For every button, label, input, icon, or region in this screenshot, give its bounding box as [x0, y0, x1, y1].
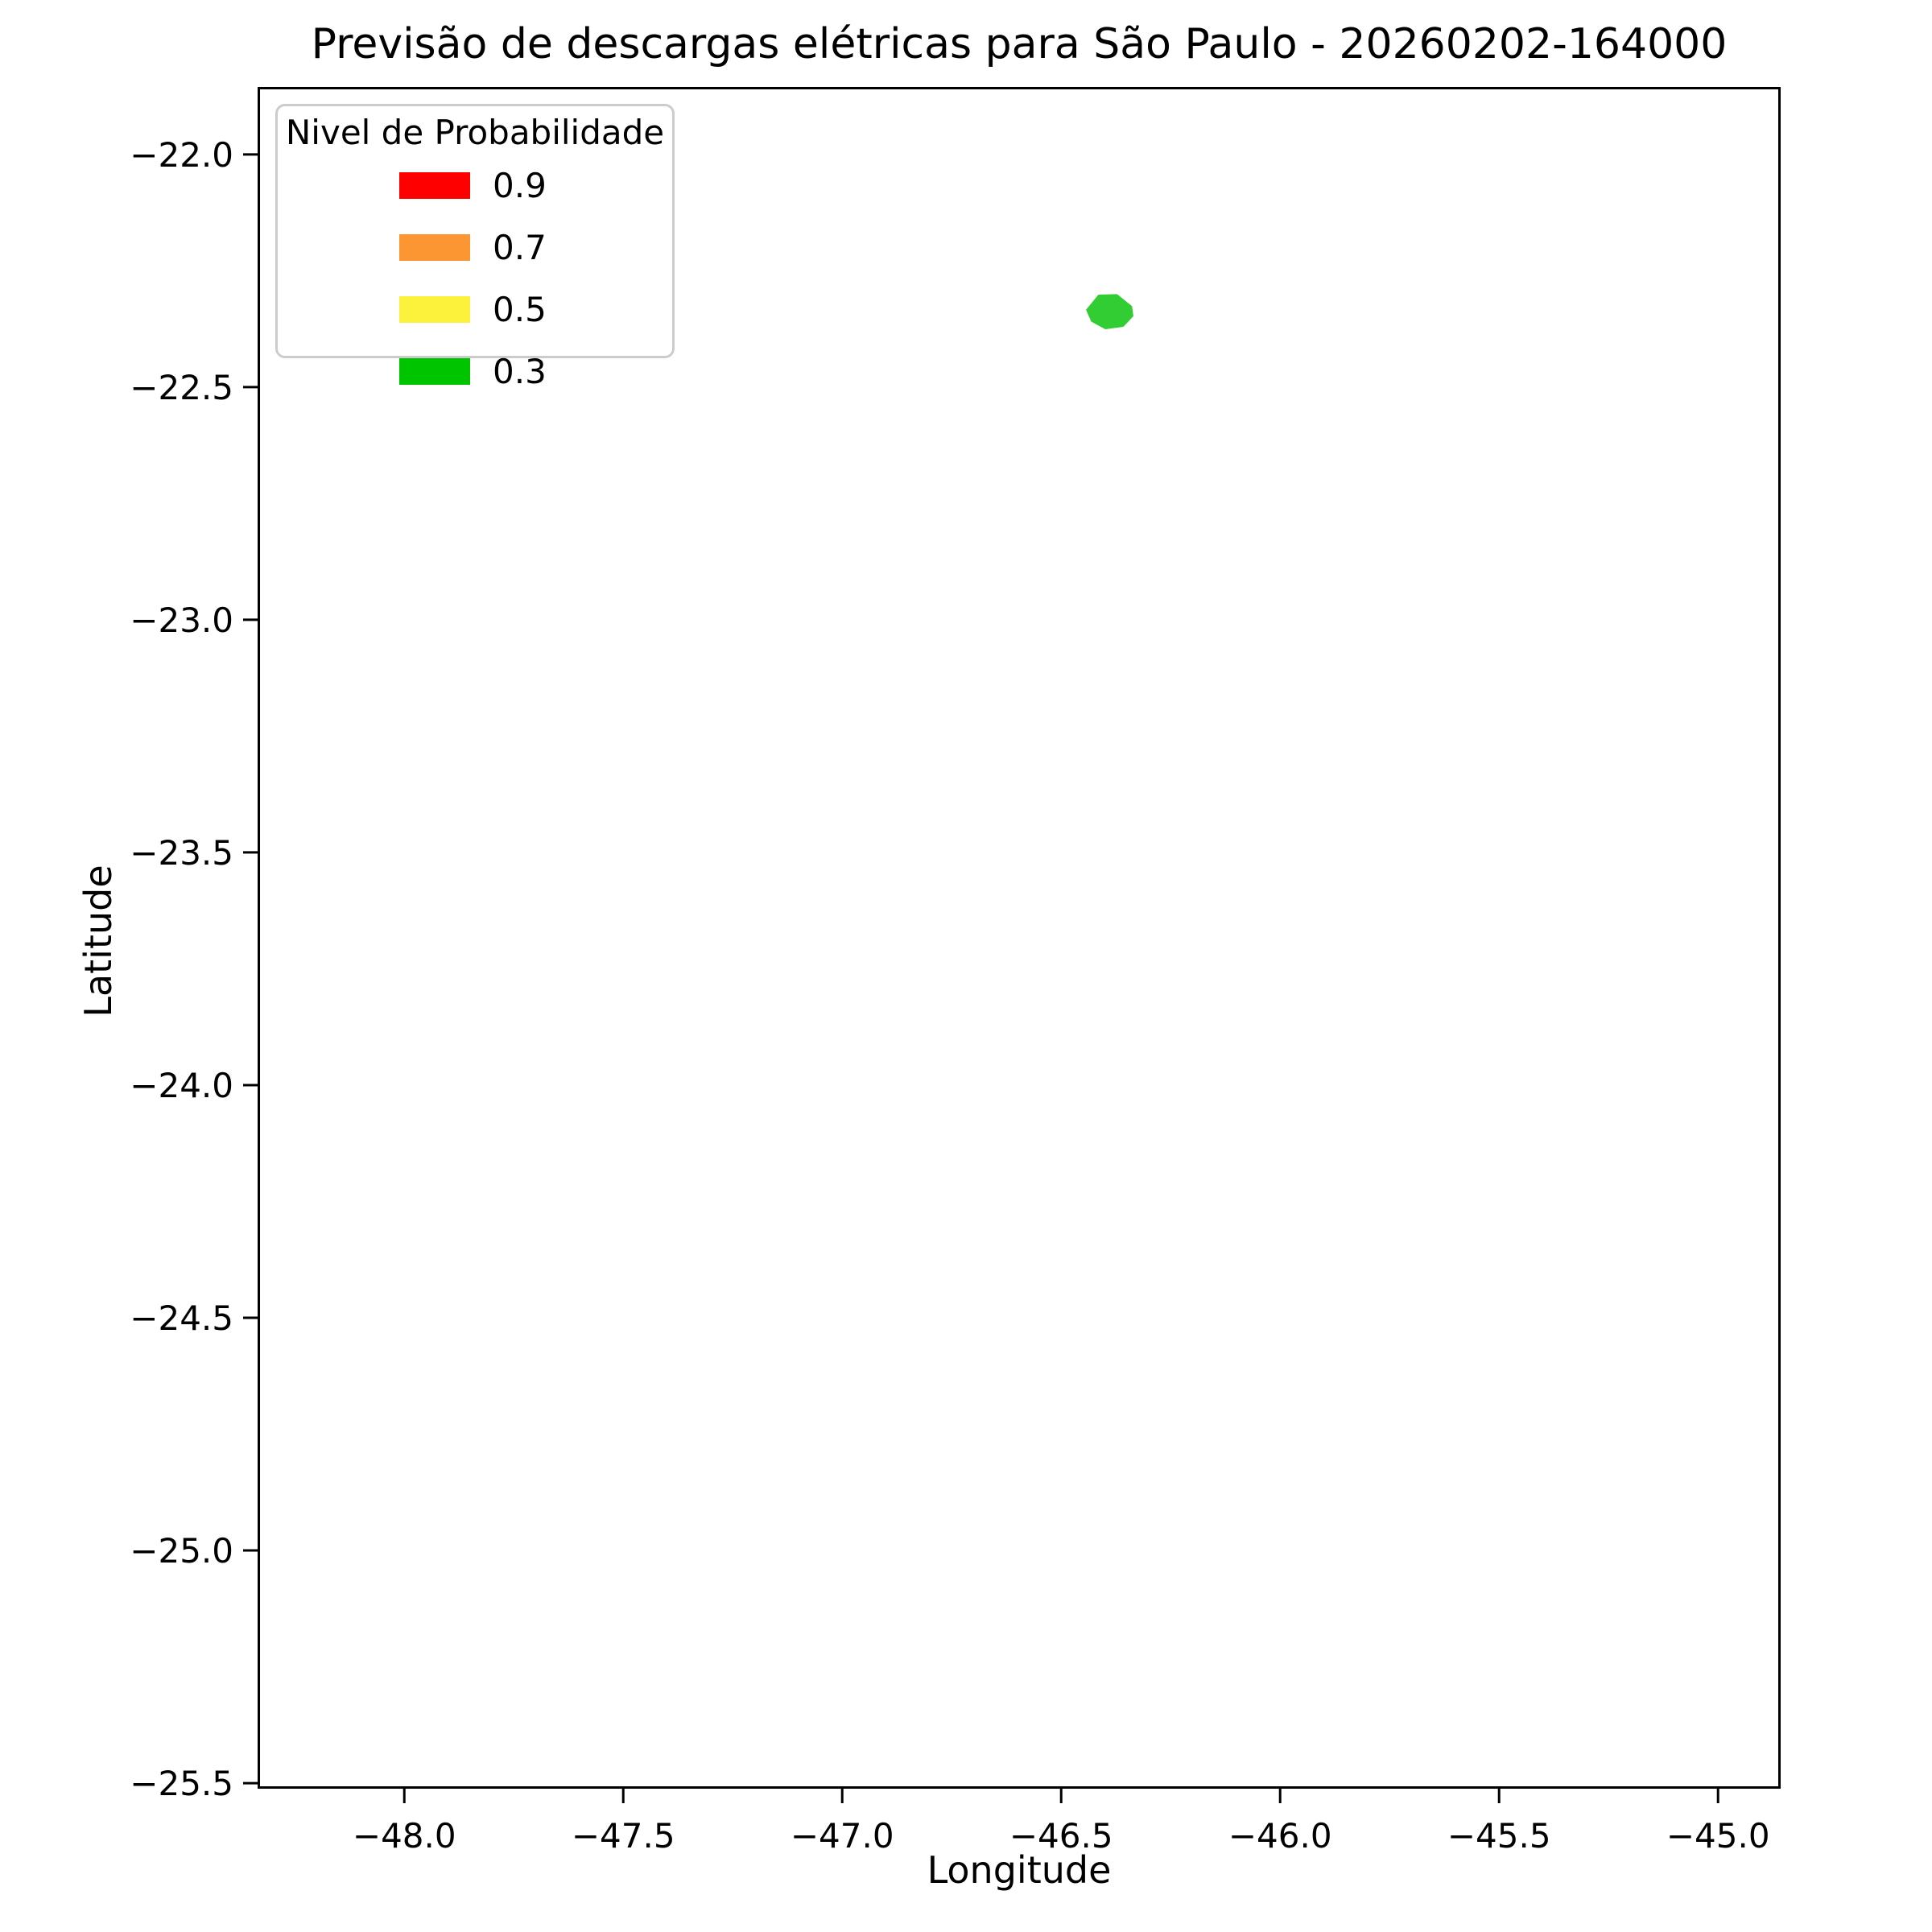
x-axis-label: Longitude: [927, 1848, 1112, 1892]
legend-swatch: [399, 296, 470, 324]
y-tick-label: −22.5: [130, 368, 233, 407]
legend-row: 0.9: [399, 166, 551, 205]
y-tick-label: −22.0: [130, 135, 233, 175]
legend-entry-label: 0.5: [493, 290, 547, 330]
legend-entry-label: 0.3: [493, 352, 547, 392]
legend-row: 0.7: [399, 228, 551, 267]
y-tick-label: −25.5: [130, 1764, 233, 1803]
legend-items: 0.9 0.7 0.5 0.3: [278, 166, 672, 391]
y-tick-label: −24.5: [130, 1298, 233, 1338]
chart-title: Previsão de descargas elétricas para São…: [311, 20, 1728, 68]
y-tick-label: −25.0: [130, 1531, 233, 1571]
legend-title: Nivel de Probabilidade: [285, 113, 665, 152]
legend-entry-label: 0.9: [493, 166, 547, 206]
legend-swatch: [399, 358, 470, 386]
legend: Nivel de Probabilidade 0.9 0.7 0.5 0.3: [275, 104, 675, 391]
y-tick-label: −24.0: [130, 1066, 233, 1105]
legend-row: 0.5: [399, 290, 551, 329]
y-tick-label: −23.5: [130, 833, 233, 873]
legend-row: 0.3: [399, 352, 551, 391]
plot-area: [258, 87, 1781, 1789]
legend-swatch: [399, 234, 470, 262]
y-axis-label: Latitude: [76, 865, 120, 1018]
legend-swatch: [399, 172, 470, 200]
y-tick-label: −23.0: [130, 601, 233, 640]
legend-entry-label: 0.7: [493, 228, 547, 268]
